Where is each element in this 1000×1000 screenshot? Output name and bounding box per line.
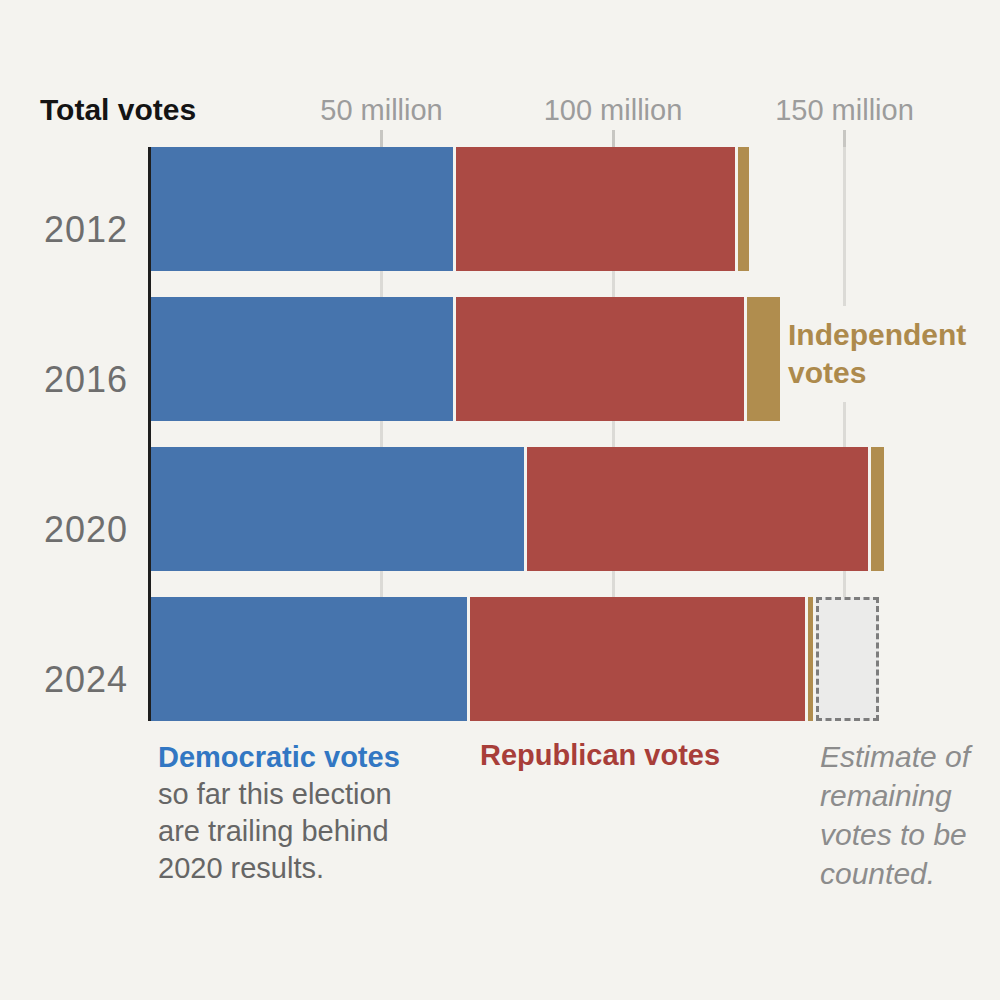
bar-segment-independent: [738, 147, 749, 271]
axis-tick-label: 100 million: [544, 94, 683, 127]
year-label: 2016: [0, 359, 128, 401]
estimate-note-line: Estimate of: [820, 737, 970, 776]
independent-votes-label-line: votes: [788, 354, 966, 392]
bar-segment-democratic: [151, 447, 527, 571]
bar-segment-independent: [871, 447, 884, 571]
year-label: 2024: [0, 659, 128, 701]
bar-segment-republican: [456, 147, 738, 271]
republican-votes-label: Republican votes: [480, 739, 720, 772]
bar-segment-republican: [470, 597, 808, 721]
democratic-votes-note: Democratic votes so far this election ar…: [158, 739, 400, 887]
chart-title: Total votes: [40, 93, 196, 127]
bar-row-2012: [151, 147, 749, 271]
axis-tick-mark: [843, 130, 846, 147]
estimate-note-line: votes to be: [820, 815, 970, 854]
democratic-votes-note-title: Democratic votes: [158, 739, 400, 776]
bar-segment-democratic: [151, 297, 456, 421]
election-total-votes-chart: Total votes 50 million 100 million 150 mil…: [0, 0, 1000, 1000]
bar-row-2016: [151, 297, 780, 421]
bar-segment-democratic: [151, 147, 456, 271]
axis-tick-mark: [612, 130, 615, 147]
axis-tick-label: 150 million: [775, 94, 914, 127]
year-label: 2020: [0, 509, 128, 551]
note-line: 2020 results.: [158, 850, 400, 887]
y-axis-line: [148, 147, 151, 721]
estimate-note-line: counted.: [820, 854, 970, 893]
year-label: 2012: [0, 209, 128, 251]
independent-votes-label: Independent votes: [788, 306, 978, 402]
axis-tick-label: 50 million: [320, 94, 443, 127]
estimate-note-line: remaining: [820, 776, 970, 815]
bar-segment-independent: [747, 297, 779, 421]
remaining-votes-estimate-note: Estimate of remaining votes to be counte…: [820, 737, 970, 893]
bar-segment-democratic: [151, 597, 470, 721]
note-line: are trailing behind: [158, 813, 400, 850]
bar-row-2020: [151, 447, 884, 571]
bar-row-2024: [151, 597, 879, 721]
axis-tick-mark: [380, 130, 383, 147]
bar-segment-republican: [527, 447, 871, 571]
remaining-votes-estimate-box: [816, 597, 879, 721]
bar-segment-independent: [808, 597, 816, 721]
bar-segment-republican: [456, 297, 748, 421]
note-line: so far this election: [158, 776, 400, 813]
independent-votes-label-line: Independent: [788, 316, 966, 354]
